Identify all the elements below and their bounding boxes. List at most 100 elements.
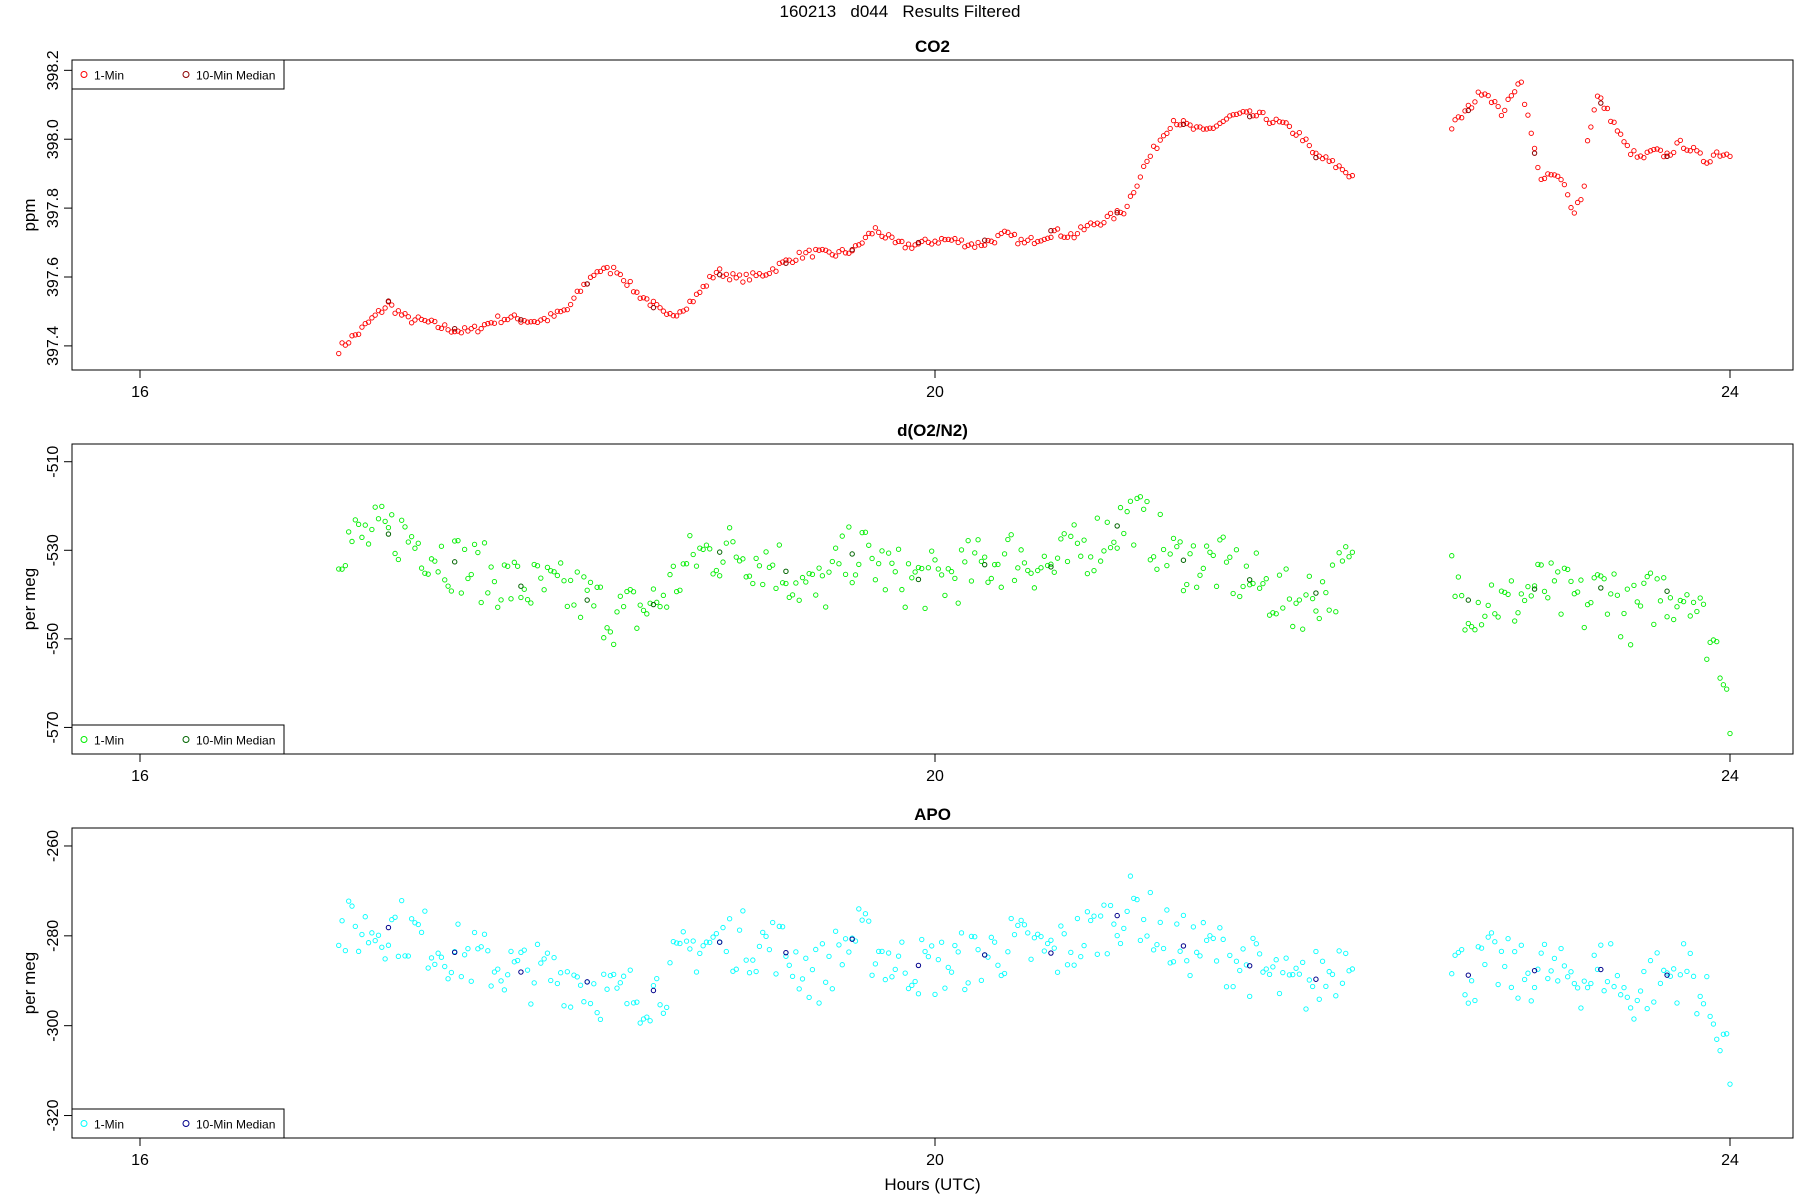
o2n2-point-1min bbox=[1724, 686, 1730, 692]
o2n2-point-1min bbox=[601, 635, 607, 641]
apo-point-1min bbox=[1253, 941, 1259, 947]
apo-point-1min bbox=[508, 948, 514, 955]
co2-point-1min bbox=[1647, 148, 1654, 154]
apo-point-1min bbox=[664, 1004, 670, 1010]
co2-point-1min bbox=[1005, 229, 1011, 235]
o2n2-point-1min bbox=[1687, 613, 1693, 619]
o2n2-point-1min bbox=[587, 579, 594, 586]
o2n2-point-1min bbox=[925, 565, 932, 571]
o2n2-point-1min bbox=[700, 546, 706, 553]
co2-point-1min bbox=[866, 230, 872, 236]
apo-point-1min bbox=[627, 967, 633, 973]
co2-point-1min bbox=[1465, 102, 1471, 109]
co2-point-1min bbox=[611, 264, 617, 271]
co2-point-1min bbox=[405, 314, 411, 320]
co2-point-1min bbox=[1624, 142, 1630, 149]
o2n2-point-1min bbox=[1674, 604, 1680, 610]
apo-point-1min bbox=[1707, 1013, 1713, 1020]
o2n2-point-1min bbox=[607, 629, 614, 635]
co2-point-1min bbox=[1538, 176, 1544, 183]
apo-point-1min bbox=[1551, 955, 1558, 961]
apo-legend-marker-1min bbox=[80, 1120, 88, 1127]
o2n2-point-1min bbox=[670, 563, 676, 569]
apo-point-1min bbox=[1637, 988, 1644, 994]
co2-point-1min bbox=[471, 323, 478, 329]
apo-point-1min bbox=[1203, 937, 1210, 944]
apo-point-1min bbox=[1482, 961, 1488, 968]
co2-point-1min bbox=[697, 289, 703, 295]
apo-point-1min bbox=[544, 950, 551, 956]
apo-point-1min bbox=[647, 1018, 653, 1024]
apo-point-1min bbox=[786, 962, 792, 968]
co2-point-1min bbox=[1505, 96, 1511, 102]
co2-point-1min bbox=[1061, 234, 1067, 240]
co2-point-1min bbox=[1687, 148, 1693, 154]
co2-legend-box bbox=[71, 59, 285, 90]
apo-point-1min bbox=[872, 961, 879, 967]
apo-point-1min bbox=[839, 962, 845, 968]
o2n2-point-1min bbox=[1025, 567, 1031, 574]
o2n2-point-1min bbox=[829, 558, 835, 565]
apo-point-1min bbox=[988, 934, 994, 940]
o2n2-point-1min bbox=[743, 574, 749, 580]
o2n2-point-1min bbox=[1147, 557, 1153, 563]
o2n2-point-1min bbox=[879, 548, 885, 554]
co2-point-1min bbox=[1531, 145, 1538, 152]
co2-point-1min bbox=[1054, 226, 1061, 232]
apo-point-1min bbox=[1157, 919, 1163, 926]
apo-point-1min bbox=[634, 999, 640, 1005]
o2n2-point-1min bbox=[1459, 592, 1465, 599]
apo-point-1min bbox=[1525, 970, 1531, 976]
co2-point-1min bbox=[819, 246, 826, 253]
o2n2-point-1min bbox=[982, 554, 988, 560]
apo-point-1min bbox=[766, 946, 773, 953]
o2n2-point-1min bbox=[1495, 614, 1501, 620]
co2-point-1min bbox=[1535, 164, 1541, 171]
apo-point-1min bbox=[750, 957, 756, 963]
apo-point-1min bbox=[524, 967, 531, 973]
co2-point-1min bbox=[1137, 174, 1144, 180]
co2-point-1min bbox=[1614, 128, 1621, 134]
o2n2-point-1min bbox=[942, 592, 948, 599]
co2-point-median bbox=[1598, 100, 1604, 106]
apo-x-axis-label: Hours (UTC) bbox=[884, 1175, 980, 1194]
apo-point-1min bbox=[1724, 1031, 1730, 1037]
co2-point-1min bbox=[895, 238, 902, 244]
co2-x-tick-label: 24 bbox=[1721, 384, 1739, 401]
apo-point-1min bbox=[1038, 933, 1044, 940]
apo-point-1min bbox=[1680, 941, 1687, 947]
co2-point-1min bbox=[859, 240, 865, 246]
apo-point-median bbox=[1180, 943, 1187, 949]
apo-point-1min bbox=[339, 918, 345, 924]
apo-point-1min bbox=[1144, 933, 1150, 939]
o2n2-point-1min bbox=[1101, 548, 1107, 554]
o2n2-point-1min bbox=[1614, 592, 1621, 598]
apo-point-median bbox=[1246, 963, 1253, 969]
o2n2-point-1min bbox=[677, 587, 683, 593]
apo-point-1min bbox=[697, 950, 703, 956]
apo-point-1min bbox=[365, 940, 372, 946]
apo-x-tick-label: 20 bbox=[926, 1152, 944, 1169]
apo-point-1min bbox=[763, 933, 769, 940]
co2-point-1min bbox=[1015, 241, 1021, 247]
o2n2-point-1min bbox=[372, 504, 378, 510]
apo-point-1min bbox=[793, 949, 799, 955]
o2n2-points bbox=[336, 494, 1733, 737]
co2-point-1min bbox=[832, 253, 839, 259]
co2-point-median bbox=[981, 237, 988, 243]
co2-point-1min bbox=[1472, 99, 1478, 105]
co2-legend-marker-1min bbox=[80, 71, 88, 78]
apo-point-1min bbox=[1671, 966, 1677, 972]
apo-point-1min bbox=[1237, 967, 1243, 974]
o2n2-x-tick-label: 20 bbox=[926, 768, 944, 785]
o2n2-point-1min bbox=[369, 526, 375, 533]
o2n2-point-1min bbox=[869, 555, 875, 562]
apo-point-1min bbox=[541, 956, 547, 962]
co2-point-1min bbox=[1174, 121, 1180, 128]
apo-point-1min bbox=[1677, 972, 1683, 978]
apo-point-1min bbox=[574, 974, 580, 980]
apo-point-1min bbox=[700, 943, 706, 949]
apo-point-1min bbox=[773, 971, 779, 977]
co2-point-1min bbox=[1707, 159, 1713, 165]
co2-point-1min bbox=[872, 225, 879, 231]
